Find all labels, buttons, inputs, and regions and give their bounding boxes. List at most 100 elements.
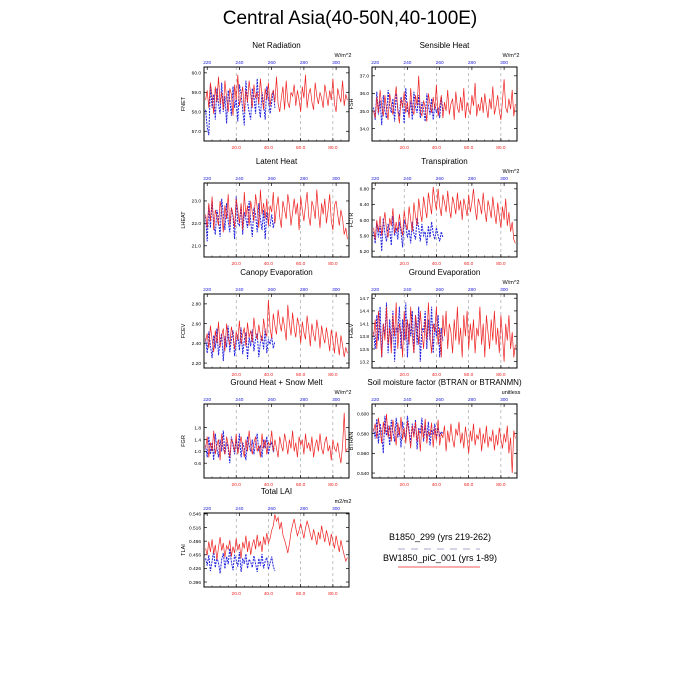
x-tick-label-top: 220: [203, 397, 211, 403]
panel-title: Ground Heat + Snow Melt: [230, 378, 323, 387]
x-tick-label-top: 300: [332, 60, 340, 66]
x-tick-label-bottom: 20.0: [400, 145, 410, 151]
panel-title: Soil moisture factor (BTRAN or BTRANMN): [367, 378, 522, 387]
panel-8: Soil moisture factor (BTRAN or BTRANMN) u…: [349, 378, 522, 488]
x-tick-label-top: 280: [468, 287, 476, 293]
x-tick-label-bottom: 80.0: [496, 482, 506, 488]
y-axis-label: BTRAN: [349, 432, 355, 451]
x-tick-label-top: 240: [235, 176, 243, 182]
y-axis-label: FGEV: [349, 323, 355, 338]
y-axis-label: FSH: [349, 98, 355, 109]
panel-units: W/m^2: [335, 53, 352, 59]
y-tick-label: 6.40: [360, 202, 370, 208]
x-tick-label-top: 220: [203, 60, 211, 66]
x-tick-label-top: 280: [300, 176, 308, 182]
x-tick-label-top: 240: [403, 397, 411, 403]
x-tick-label-bottom: 40.0: [432, 145, 442, 151]
y-tick-label: 0.546: [189, 512, 201, 518]
x-tick-label-bottom: 20.0: [400, 261, 410, 267]
y-tick-label: 35.0: [360, 109, 370, 115]
x-tick-label-top: 300: [500, 176, 508, 182]
y-axis-label: FNET: [181, 96, 187, 111]
x-tick-label-bottom: 20.0: [400, 372, 410, 378]
x-tick-label-bottom: 40.0: [432, 261, 442, 267]
y-tick-label: 1.0: [194, 449, 201, 455]
y-tick-label: 2.40: [192, 341, 202, 347]
series-line-bw1850: [373, 186, 516, 244]
series-line-b1850: [205, 196, 276, 242]
x-tick-label-top: 260: [436, 60, 444, 66]
x-tick-label-bottom: 60.0: [296, 591, 306, 597]
y-tick-label: 5.60: [360, 233, 370, 239]
x-tick-label-bottom: 20.0: [232, 372, 242, 378]
legend: B1850_299 (yrs 219-262) BW1850_piC_001 (y…: [383, 532, 497, 568]
x-tick-label-bottom: 80.0: [328, 482, 338, 488]
x-tick-label-top: 240: [235, 397, 243, 403]
y-tick-label: 13.8: [360, 334, 370, 340]
y-tick-label: 0.560: [357, 451, 369, 457]
x-tick-label-top: 280: [300, 287, 308, 293]
x-tick-label-top: 260: [436, 397, 444, 403]
x-tick-label-top: 220: [371, 60, 379, 66]
x-tick-label-top: 240: [403, 60, 411, 66]
panel-3: Latent Heat 20.0 40.0 60.0 80.0 220 240 260 280 3…: [181, 157, 350, 267]
x-tick-label-top: 220: [371, 287, 379, 293]
series-line-b1850: [373, 415, 444, 454]
x-tick-label-top: 280: [468, 397, 476, 403]
panel-title: Latent Heat: [256, 157, 298, 166]
y-axis-label: FCTR: [349, 213, 355, 228]
y-tick-label: 23.0: [192, 199, 202, 205]
x-tick-label-bottom: 80.0: [328, 261, 338, 267]
x-tick-label-top: 260: [268, 397, 276, 403]
y-tick-label: 14.4: [360, 309, 370, 315]
y-axis-label: FGR: [181, 435, 187, 447]
series-line-b1850: [205, 430, 276, 464]
panel-units: W/m^2: [503, 169, 520, 175]
x-tick-label-top: 240: [403, 287, 411, 293]
x-tick-label-bottom: 60.0: [296, 482, 306, 488]
panel-6: Ground Evaporation W/m^2 20.0 40.0 60.0 80.0 2…: [349, 268, 519, 378]
legend-label-b1850: B1850_299 (yrs 219-262): [389, 532, 491, 542]
legend-label-bw1850: BW1850_piC_001 (yrs 1-89): [383, 553, 497, 563]
x-tick-label-bottom: 20.0: [232, 591, 242, 597]
y-tick-label: 34.0: [360, 126, 370, 132]
series-line-bw1850: [205, 514, 348, 563]
x-tick-label-top: 260: [268, 287, 276, 293]
y-tick-label: 0.6: [194, 461, 201, 467]
series-line-bw1850: [205, 74, 348, 116]
panel-title: Ground Evaporation: [409, 268, 481, 277]
x-tick-label-top: 260: [268, 60, 276, 66]
panel-title: Canopy Evaporation: [240, 268, 313, 277]
y-tick-label: 0.486: [189, 539, 201, 545]
y-axis-label: LHEAT: [181, 211, 187, 229]
panel-title: Sensible Heat: [420, 41, 471, 50]
y-tick-label: 0.426: [189, 566, 201, 572]
figure-title: Central Asia(40-50N,40-100E): [222, 8, 478, 29]
x-tick-label-top: 280: [300, 506, 308, 512]
x-tick-label-top: 260: [436, 287, 444, 293]
y-tick-label: 22.0: [192, 221, 202, 227]
x-tick-label-bottom: 20.0: [232, 482, 242, 488]
x-tick-label-top: 280: [468, 176, 476, 182]
y-tick-label: 36.0: [360, 91, 370, 97]
x-tick-label-top: 220: [371, 397, 379, 403]
y-tick-label: 0.600: [357, 412, 369, 418]
x-tick-label-top: 240: [235, 506, 243, 512]
panel-9: Total LAI m2/m2 20.0 40.0 60.0 80.0 220 240 260 2…: [181, 487, 351, 597]
x-tick-label-top: 240: [235, 60, 243, 66]
y-tick-label: 1.8: [194, 425, 201, 431]
panel-2: Sensible Heat W/m^2 20.0 40.0 60.0 80.0 220 240…: [349, 41, 519, 151]
y-tick-label: 13.2: [360, 359, 370, 365]
y-tick-label: 59.0: [192, 90, 202, 96]
x-tick-label-bottom: 40.0: [264, 482, 274, 488]
series-line-bw1850: [205, 412, 348, 464]
x-tick-label-top: 280: [300, 397, 308, 403]
x-tick-label-bottom: 60.0: [464, 372, 474, 378]
y-tick-label: 0.516: [189, 525, 201, 531]
y-tick-label: 2.60: [192, 321, 202, 327]
panel-units: W/m^2: [503, 280, 520, 286]
x-tick-label-bottom: 80.0: [496, 261, 506, 267]
series-line-b1850: [205, 325, 276, 362]
